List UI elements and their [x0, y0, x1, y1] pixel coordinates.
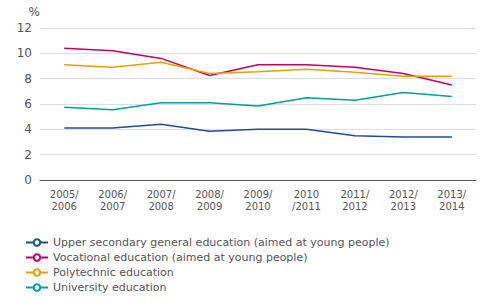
svg-text:10: 10 — [17, 46, 32, 60]
svg-text:2010: 2010 — [294, 189, 319, 200]
svg-text:2006: 2006 — [51, 201, 76, 212]
svg-text:2: 2 — [24, 148, 32, 162]
svg-text:2007: 2007 — [100, 201, 125, 212]
svg-text:8: 8 — [24, 72, 32, 86]
svg-text:2013/: 2013/ — [437, 189, 466, 200]
svg-text:2012: 2012 — [342, 201, 367, 212]
svg-text:2012/: 2012/ — [389, 189, 418, 200]
svg-text:6: 6 — [24, 97, 32, 111]
svg-text:Vocational education (aimed at: Vocational education (aimed at young peo… — [53, 251, 307, 264]
svg-text:2008/: 2008/ — [195, 189, 224, 200]
svg-text:2013: 2013 — [391, 201, 416, 212]
svg-text:2008: 2008 — [148, 201, 173, 212]
svg-text:/2011: /2011 — [292, 201, 321, 212]
svg-text:4: 4 — [24, 122, 32, 136]
svg-text:University education: University education — [53, 281, 167, 294]
svg-text:2014: 2014 — [439, 201, 464, 212]
svg-text:%: % — [29, 5, 40, 19]
svg-text:2009: 2009 — [197, 201, 222, 212]
svg-text:2010: 2010 — [245, 201, 270, 212]
svg-text:0: 0 — [24, 173, 32, 187]
svg-text:12: 12 — [17, 21, 32, 35]
svg-text:2005/: 2005/ — [50, 189, 79, 200]
svg-text:Upper secondary general educat: Upper secondary general education (aimed… — [53, 236, 390, 249]
svg-text:2006/: 2006/ — [98, 189, 127, 200]
svg-text:2007/: 2007/ — [147, 189, 176, 200]
svg-text:Polytechnic education: Polytechnic education — [53, 266, 174, 279]
svg-text:2011/: 2011/ — [340, 189, 369, 200]
svg-text:2009/: 2009/ — [244, 189, 273, 200]
